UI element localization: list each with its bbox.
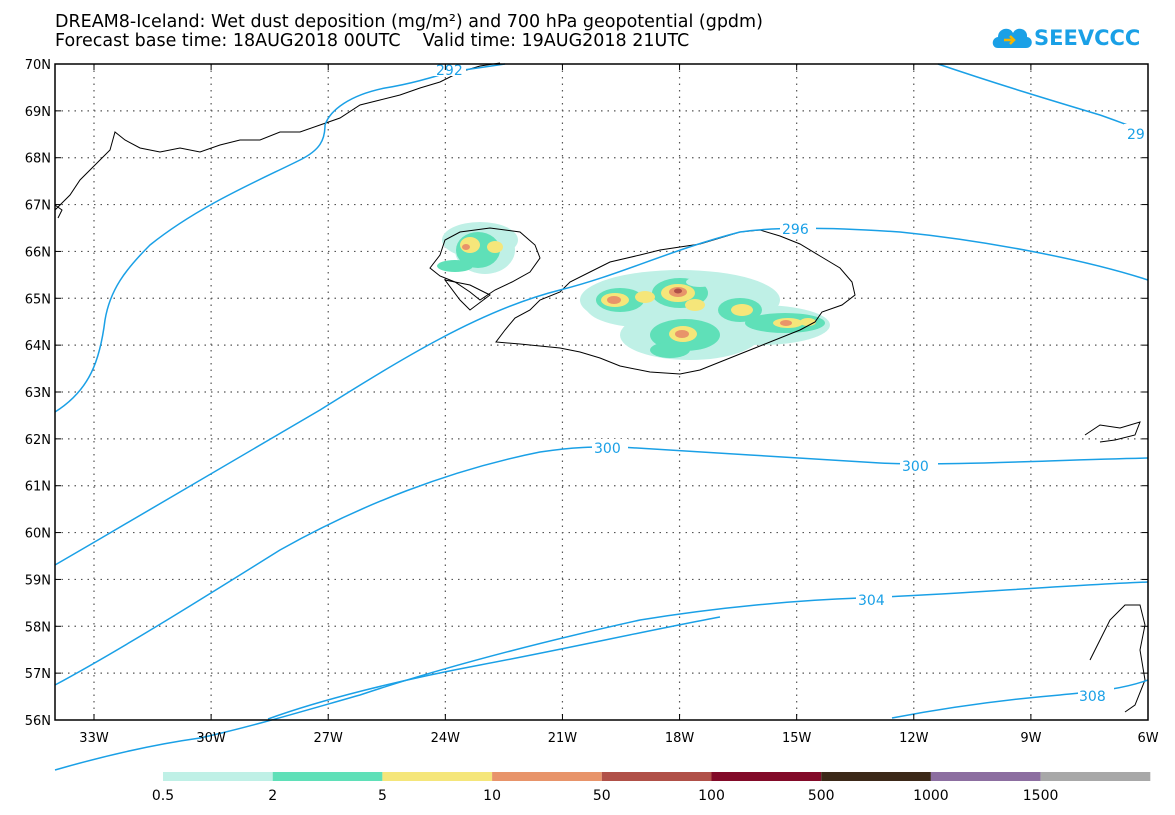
logo-text: SEEVCCC xyxy=(1034,26,1141,50)
lat-label: 63N xyxy=(25,386,51,401)
contour-label-300-east: 300 xyxy=(902,459,929,475)
lon-label: 9W xyxy=(1020,731,1041,746)
legend-label: 50 xyxy=(593,788,611,804)
contour-label-29: 29 xyxy=(1127,127,1145,143)
legend-label: 5 xyxy=(378,788,387,804)
lat-label: 57N xyxy=(25,667,51,682)
cloud-icon xyxy=(992,28,1032,48)
contour-label-292: 292 xyxy=(436,63,463,79)
lat-label: 60N xyxy=(25,527,51,542)
lon-label: 6W xyxy=(1137,731,1158,746)
contour-labels: 292 29 296 300 300 304 308 xyxy=(432,60,1148,705)
legend-label: 100 xyxy=(698,788,725,804)
legend-swatch xyxy=(492,772,602,781)
lat-label: 62N xyxy=(25,433,51,448)
lat-label: 69N xyxy=(25,105,51,120)
legend-swatch xyxy=(821,772,931,781)
lon-label: 30W xyxy=(196,731,226,746)
lat-label: 67N xyxy=(25,199,51,214)
contour-label-308: 308 xyxy=(1079,689,1106,705)
lon-label: 18W xyxy=(665,731,695,746)
geopotential-contours xyxy=(54,63,1149,771)
lat-label: 70N xyxy=(25,58,51,73)
map-title-line2: Forecast base time: 18AUG2018 00UTC Vali… xyxy=(55,31,690,51)
latitude-labels: 70N 69N 68N 67N 66N 65N 64N 63N 62N 61N 60N 59N 58N 5… xyxy=(25,58,51,729)
axis-ticks xyxy=(55,63,1149,721)
graticule xyxy=(55,64,1148,720)
lon-label: 33W xyxy=(79,731,109,746)
legend-label: 2 xyxy=(268,788,277,804)
lat-label: 68N xyxy=(25,152,51,167)
lon-label: 15W xyxy=(782,731,812,746)
lat-label: 64N xyxy=(25,339,51,354)
coastlines xyxy=(54,62,1146,713)
legend-label: 10 xyxy=(483,788,501,804)
legend-colorbar: 0.5 2 5 10 50 100 500 1000 1500 xyxy=(152,772,1151,804)
contour-label-296: 296 xyxy=(782,222,809,238)
legend-swatch xyxy=(711,772,822,781)
contour-label-300-west: 300 xyxy=(594,441,621,457)
legend-label: 1000 xyxy=(913,788,949,804)
legend-label: 1500 xyxy=(1023,788,1059,804)
legend-label: 0.5 xyxy=(152,788,174,804)
legend-swatch xyxy=(382,772,493,781)
contour-label-304: 304 xyxy=(858,593,885,609)
legend-swatch xyxy=(601,772,712,781)
lon-label: 12W xyxy=(899,731,929,746)
legend-swatch xyxy=(272,772,383,781)
lat-label: 66N xyxy=(25,245,51,260)
legend-label: 500 xyxy=(808,788,835,804)
legend-swatch xyxy=(163,772,273,781)
legend-swatch xyxy=(930,772,1041,781)
lon-label: 21W xyxy=(548,731,578,746)
longitude-labels: 33W 30W 27W 24W 21W 18W 15W 12W 9W 6W xyxy=(79,731,1158,746)
lat-label: 65N xyxy=(25,292,51,307)
seevccc-logo: SEEVCCC xyxy=(990,16,1150,60)
lon-label: 27W xyxy=(314,731,344,746)
lon-label: 24W xyxy=(431,731,461,746)
map-title-line1: DREAM8-Iceland: Wet dust deposition (mg/… xyxy=(55,12,763,32)
lat-label: 58N xyxy=(25,620,51,635)
dust-deposition-field xyxy=(437,222,830,360)
legend-swatch xyxy=(1040,772,1151,781)
lat-label: 56N xyxy=(25,714,51,729)
lat-label: 59N xyxy=(25,573,51,588)
lat-label: 61N xyxy=(25,480,51,495)
